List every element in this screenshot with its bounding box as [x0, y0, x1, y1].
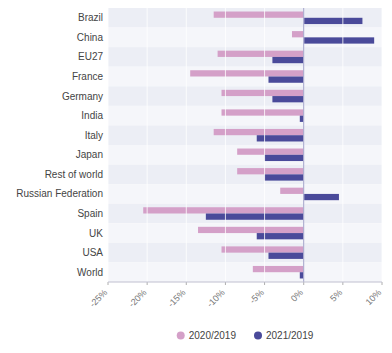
bar [190, 70, 304, 76]
legend-item: 2020/2019 [177, 330, 237, 341]
category-label: EU27 [78, 51, 103, 62]
x-axis: -25% -20% -15% -10% -5% 0% 5% 10% [87, 8, 383, 309]
tick-label: -15% [166, 287, 188, 309]
row-stripe [108, 145, 382, 165]
bar [214, 12, 304, 18]
legend-marker [254, 332, 262, 340]
bar [222, 246, 304, 252]
category-label: Germany [62, 91, 103, 102]
tick-label: 5% [328, 287, 344, 303]
bar [280, 188, 303, 194]
bar [198, 227, 304, 233]
row-stripe [108, 8, 382, 28]
category-label: Japan [76, 149, 103, 160]
legend: 2020/2019 2021/2019 [177, 330, 314, 341]
row-stripe [108, 86, 382, 106]
grid-line [264, 8, 265, 282]
bar [206, 214, 304, 220]
bar [222, 109, 304, 115]
category-label: France [72, 71, 104, 82]
y-axis: Brazil China EU27 France Germany India Italy Ja… [16, 12, 103, 277]
bar [214, 129, 304, 135]
bar [257, 135, 304, 141]
category-label: USA [82, 247, 103, 258]
tick-label: -25% [87, 287, 109, 309]
bar [265, 174, 304, 180]
grid-line [108, 8, 109, 282]
row-stripe [108, 262, 382, 282]
legend-item: 2021/2019 [254, 330, 314, 341]
category-label: Spain [77, 208, 103, 219]
row-stripe [108, 243, 382, 263]
row-stripe [108, 204, 382, 224]
row-stripe [108, 47, 382, 67]
category-label: Italy [85, 130, 103, 141]
row-stripe [108, 165, 382, 185]
tick-label: -5% [248, 287, 266, 305]
grid-line [342, 8, 343, 282]
row-stripe [108, 28, 382, 48]
row-stripes [108, 8, 382, 282]
row-stripe [108, 184, 382, 204]
zero-line [303, 8, 304, 282]
bar [265, 155, 304, 161]
category-label: India [81, 110, 103, 121]
grid-line [186, 8, 187, 282]
tick-label: -10% [205, 287, 227, 309]
legend-marker [177, 332, 185, 340]
grid-line [147, 8, 148, 282]
legend-label: 2021/2019 [266, 330, 314, 341]
bar [292, 31, 304, 37]
bars [143, 12, 374, 279]
tick-label: 10% [364, 287, 384, 307]
row-stripe [108, 106, 382, 126]
bar [237, 168, 304, 174]
category-label: Rest of world [45, 169, 103, 180]
category-label: Russian Federation [16, 188, 103, 199]
grid-line [382, 8, 383, 282]
bar [300, 272, 304, 278]
bar [237, 149, 304, 155]
bar [257, 233, 304, 239]
category-label: Brazil [78, 12, 103, 23]
bar [304, 194, 339, 200]
bar [304, 18, 363, 24]
grid-line [303, 8, 304, 282]
axis-line [108, 282, 382, 283]
grid-line [225, 8, 226, 282]
bar [143, 207, 303, 213]
bar [272, 96, 303, 102]
legend-label: 2020/2019 [189, 330, 237, 341]
bar [222, 90, 304, 96]
row-stripe [108, 125, 382, 145]
bar [304, 37, 374, 43]
category-label: World [77, 267, 103, 278]
bar [268, 253, 303, 259]
bar [218, 51, 304, 57]
category-label: UK [89, 228, 103, 239]
tick-label: -20% [127, 287, 149, 309]
category-label: China [77, 32, 104, 43]
bar [268, 77, 303, 83]
bar [300, 116, 304, 122]
bar [272, 57, 303, 63]
bar [253, 266, 304, 272]
row-stripe [108, 67, 382, 87]
tick-label: 0% [289, 287, 305, 303]
row-stripe [108, 223, 382, 243]
